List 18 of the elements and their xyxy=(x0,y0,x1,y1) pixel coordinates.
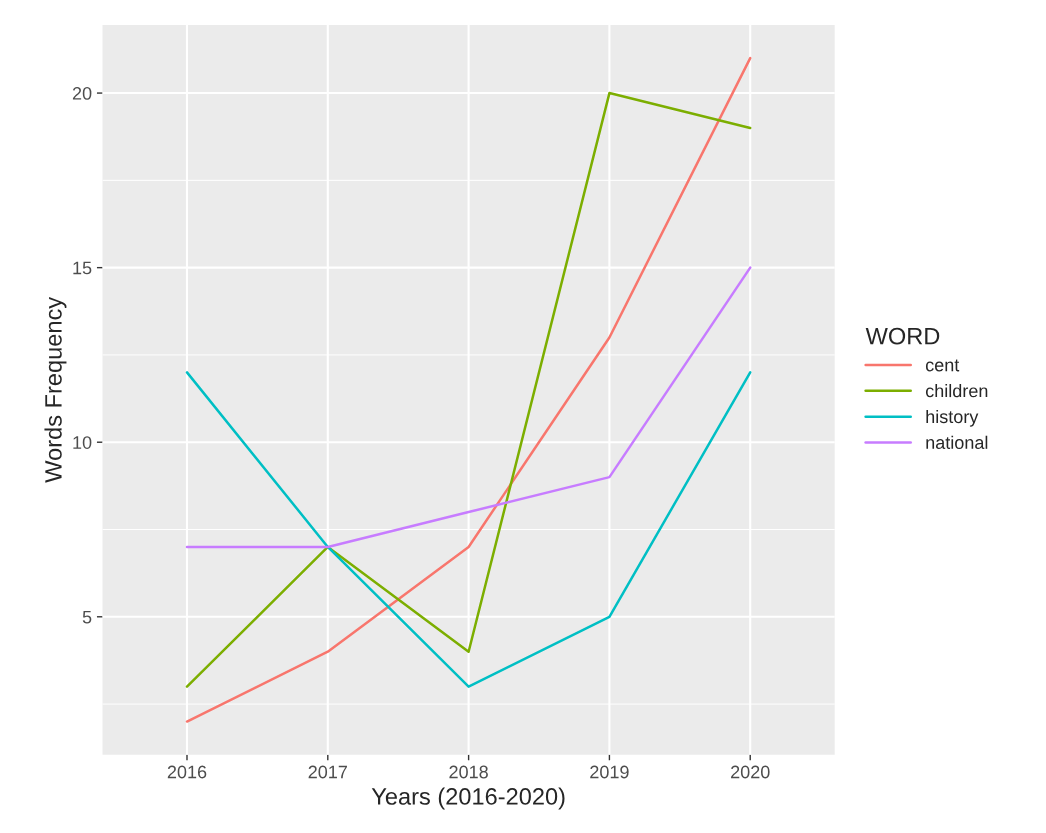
x-axis-title: Years (2016-2020) xyxy=(371,787,565,810)
x-tick-label: 2017 xyxy=(308,765,347,779)
y-tick-label: 20 xyxy=(72,87,92,100)
y-axis-title: Words Frequency xyxy=(44,296,67,483)
legend-label: children xyxy=(925,384,988,398)
y-tick-label: 5 xyxy=(82,610,92,624)
x-tick-label: 2016 xyxy=(167,765,207,779)
y-tick-label: 15 xyxy=(73,261,92,275)
line-series xyxy=(185,266,752,549)
x-tick-label: 2020 xyxy=(731,765,770,779)
legend-label: national xyxy=(926,435,988,449)
y-tick-label: 10 xyxy=(73,436,92,449)
x-tick-label: 2018 xyxy=(449,765,488,779)
legend-label: history xyxy=(926,409,979,427)
legend-title: WORD xyxy=(865,327,940,345)
x-tick-label: 2019 xyxy=(590,765,629,779)
line-series xyxy=(185,371,752,688)
legend-label: cent xyxy=(925,359,960,372)
